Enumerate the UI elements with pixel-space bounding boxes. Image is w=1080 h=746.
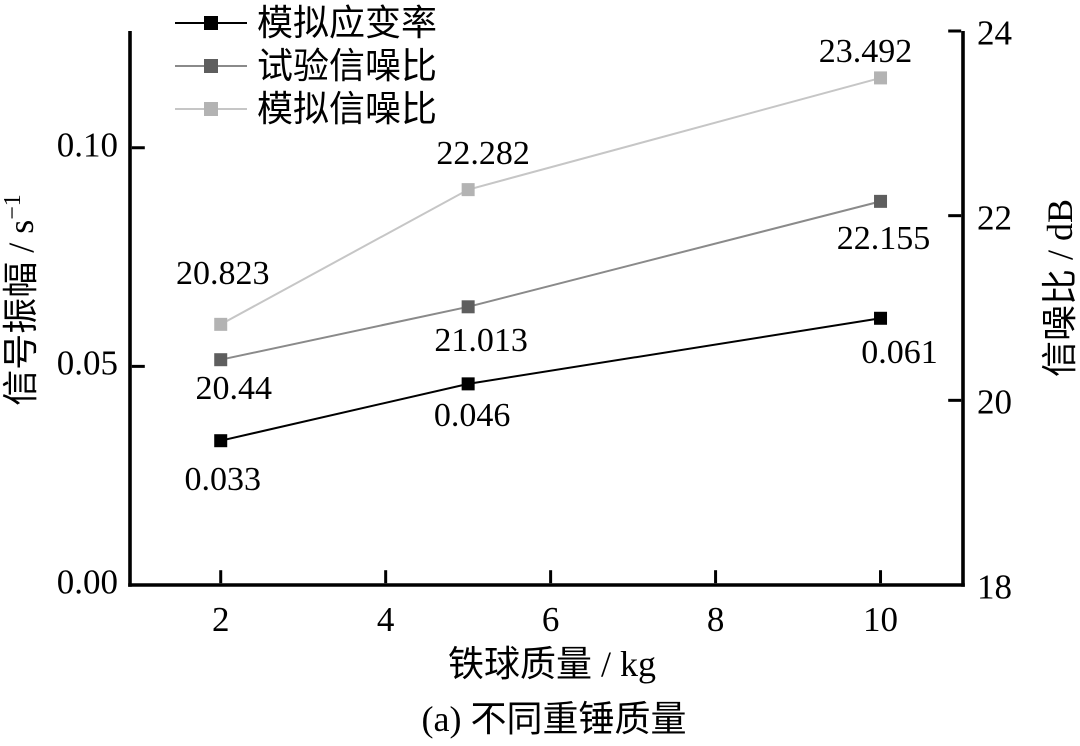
- x-axis-label: 铁球质量 / kg: [447, 644, 657, 684]
- y-axis-label-right: 信噪比 / dB: [1040, 198, 1080, 378]
- series-line-1: [220, 200, 881, 361]
- series-marker-1: [214, 353, 228, 367]
- legend-label: 模拟应变率: [257, 2, 438, 43]
- series-marker-0: [461, 377, 475, 391]
- series-marker-1: [461, 300, 475, 314]
- legend-label: 模拟信噪比: [257, 88, 438, 129]
- legend-item: 模拟应变率: [175, 1, 437, 44]
- legend-item: 试验信噪比: [175, 44, 437, 87]
- series-marker-0: [214, 434, 228, 448]
- series-marker-2: [874, 71, 888, 85]
- legend-square-marker-icon: [204, 15, 218, 30]
- legend-line-swatch: [175, 15, 247, 30]
- legend-line-swatch: [175, 58, 247, 73]
- series-marker-0: [874, 311, 888, 325]
- series-line-0: [220, 317, 881, 442]
- legend-label: 试验信噪比: [257, 45, 438, 86]
- legend: 模拟应变率 试验信噪比 模拟信噪比: [175, 1, 437, 130]
- y-axis-label-left-text: 信号振幅 / s: [1, 219, 41, 406]
- figure-caption: (a) 不同重锤质量: [421, 699, 687, 739]
- y-axis-label-left: 信号振幅 / s−1: [0, 194, 41, 406]
- legend-square-marker-icon: [204, 101, 218, 116]
- legend-square-marker-icon: [204, 58, 218, 73]
- series-marker-2: [461, 183, 475, 197]
- legend-line-swatch: [175, 101, 247, 116]
- legend-item: 模拟信噪比: [175, 87, 437, 130]
- y-axis-label-left-sup: −1: [0, 194, 26, 220]
- series-marker-2: [214, 317, 228, 331]
- series-marker-1: [874, 194, 888, 208]
